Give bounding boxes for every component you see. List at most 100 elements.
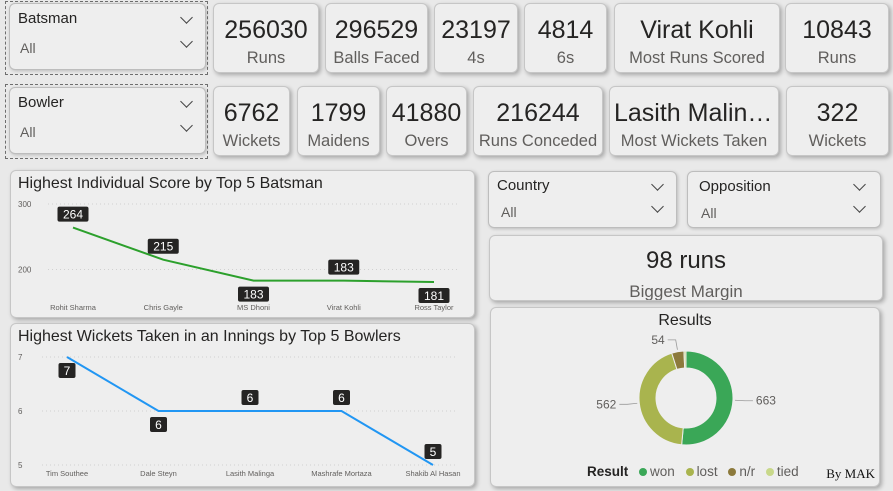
x-tick-label: MS Dhoni <box>237 303 270 312</box>
kpi-value: 1799 <box>310 99 367 127</box>
kpi-value: 4814 <box>537 16 594 44</box>
chevron-down-icon[interactable] <box>651 200 664 213</box>
kpi-card-fours: 23197 4s <box>434 3 518 73</box>
data-label: 6 <box>247 391 254 405</box>
kpi-label: Overs <box>404 132 449 150</box>
y-tick-label: 300 <box>18 200 32 209</box>
bowling-line-chart: 7 6 5 Tim Southee 7 Dale Steyn 6 Lasith Malinga… <box>18 353 461 478</box>
legend-dot-won <box>639 468 648 476</box>
data-label-bg <box>328 259 360 275</box>
margin-label: Biggest Margin <box>629 282 743 301</box>
data-label-leader <box>667 339 678 350</box>
data-label-bg <box>150 417 167 432</box>
country-slicer-value[interactable]: All <box>501 204 517 220</box>
kpi-label: Runs <box>246 49 286 67</box>
kpi-card-most-runs-scored: Virat Kohli Most Runs Scored <box>614 3 780 73</box>
bowler-slicer[interactable]: Bowler All <box>9 87 206 154</box>
kpi-value: 10843 <box>802 16 872 44</box>
kpi-card-wickets: 6762 Wickets <box>213 86 290 156</box>
opposition-slicer-title: Opposition <box>699 178 771 195</box>
kpi-value: 216244 <box>496 99 580 127</box>
kpi-label: 6s <box>556 49 575 67</box>
chevron-down-icon[interactable] <box>180 11 193 24</box>
series-line <box>72 226 435 283</box>
kpi-label: Balls Faced <box>333 49 420 67</box>
x-tick-label: Shakib Al Hasan <box>405 469 460 478</box>
results-legend: Result won lost n/r tied <box>587 464 799 479</box>
donut-slice-tied <box>683 350 687 369</box>
chevron-down-icon[interactable] <box>853 200 866 213</box>
data-label-bg <box>418 287 450 303</box>
data-label: 663 <box>756 394 776 408</box>
batsman-slicer[interactable]: Batsman All <box>9 3 206 70</box>
kpi-label: Wickets <box>808 132 867 150</box>
legend-label: won <box>650 464 675 479</box>
x-tick-label: Ross Taylor <box>414 303 454 312</box>
x-tick-label: Chris Gayle <box>144 303 183 312</box>
legend-dot-tied <box>765 468 774 476</box>
data-label-bg <box>333 390 350 405</box>
kpi-card-sixes: 4814 6s <box>524 3 607 73</box>
chart-title: Results <box>658 312 712 329</box>
batting-score-chart-card: Highest Individual Score by Top 5 Batsma… <box>10 170 475 318</box>
data-label: 7 <box>64 364 71 378</box>
x-tick-label: Virat Kohli <box>327 303 361 312</box>
chevron-down-icon[interactable] <box>180 95 193 108</box>
y-tick-label: 6 <box>18 407 23 416</box>
legend-label: lost <box>696 464 718 479</box>
results-donut-card: Results 663 562 54 Result won lost n/r tie… <box>490 307 880 487</box>
chevron-down-icon[interactable] <box>180 119 193 132</box>
data-label: 215 <box>153 240 173 254</box>
chevron-down-icon[interactable] <box>651 178 664 191</box>
data-label: 562 <box>596 397 616 411</box>
x-tick-label: Lasith Malinga <box>226 469 275 478</box>
x-tick-label: Mashrafe Mortaza <box>311 469 372 478</box>
opposition-slicer[interactable]: Opposition All <box>687 171 881 228</box>
bowling-wickets-chart-card: Highest Wickets Taken in an Innings by T… <box>10 323 475 487</box>
x-tick-label: Dale Steyn <box>140 469 177 478</box>
data-label-bg <box>424 444 442 459</box>
credit-text: By MAK <box>826 466 875 481</box>
kpi-card-most-wickets-taken: Lasith Malinga Most Wickets Taken <box>609 86 779 156</box>
biggest-margin-card: 98 runs Biggest Margin <box>489 235 883 301</box>
opposition-slicer-value[interactable]: All <box>701 205 717 221</box>
kpi-label: Most Runs Scored <box>629 49 765 67</box>
batsman-slicer-value[interactable]: All <box>20 40 36 56</box>
chart-title: Highest Individual Score by Top 5 Batsma… <box>18 175 323 192</box>
country-slicer[interactable]: Country All <box>488 171 677 228</box>
data-label-leader <box>619 402 638 405</box>
bowler-slicer-value[interactable]: All <box>20 124 36 140</box>
kpi-card-runs: 256030 Runs <box>213 3 319 73</box>
kpi-card-runs-conceded: 216244 Runs Conceded <box>473 86 603 156</box>
kpi-label: Most Wickets Taken <box>620 132 768 150</box>
data-label: 54 <box>651 333 665 347</box>
chevron-down-icon[interactable] <box>853 178 866 191</box>
chevron-down-icon[interactable] <box>180 35 193 48</box>
country-slicer-title: Country <box>497 177 550 194</box>
kpi-value: 6762 <box>223 99 280 127</box>
kpi-card-balls-faced: 296529 Balls Faced <box>325 3 428 73</box>
chart-title: Highest Wickets Taken in an Innings by T… <box>18 328 401 345</box>
kpi-value: 322 <box>816 99 859 127</box>
data-label: 6 <box>338 391 345 405</box>
kpi-value: Virat Kohli <box>640 16 754 44</box>
kpi-label: Runs <box>817 49 857 67</box>
data-label-bg <box>241 390 259 405</box>
data-label-bg <box>238 286 269 302</box>
data-label: 183 <box>334 261 354 275</box>
data-label-bg <box>58 363 76 378</box>
margin-value: 98 runs <box>645 247 727 274</box>
kpi-label: Maidens <box>307 132 370 150</box>
kpi-label: Runs Conceded <box>478 132 598 150</box>
legend-label: n/r <box>739 464 756 479</box>
data-label: 264 <box>63 208 83 222</box>
legend-label: tied <box>776 464 799 479</box>
y-tick-label: 200 <box>18 266 32 275</box>
legend-dot-nr <box>728 468 737 476</box>
legend-dot-lost <box>685 468 694 476</box>
legend-title: Result <box>587 464 629 479</box>
kpi-card-overs: 41880 Overs <box>386 86 467 156</box>
kpi-card-top-bowler-wickets: 322 Wickets <box>786 86 889 156</box>
batting-line-chart: 300 200 Rohit Sharma 264 Chris Gayle 215 MS Dh… <box>18 200 459 312</box>
kpi-value: 41880 <box>391 99 462 127</box>
